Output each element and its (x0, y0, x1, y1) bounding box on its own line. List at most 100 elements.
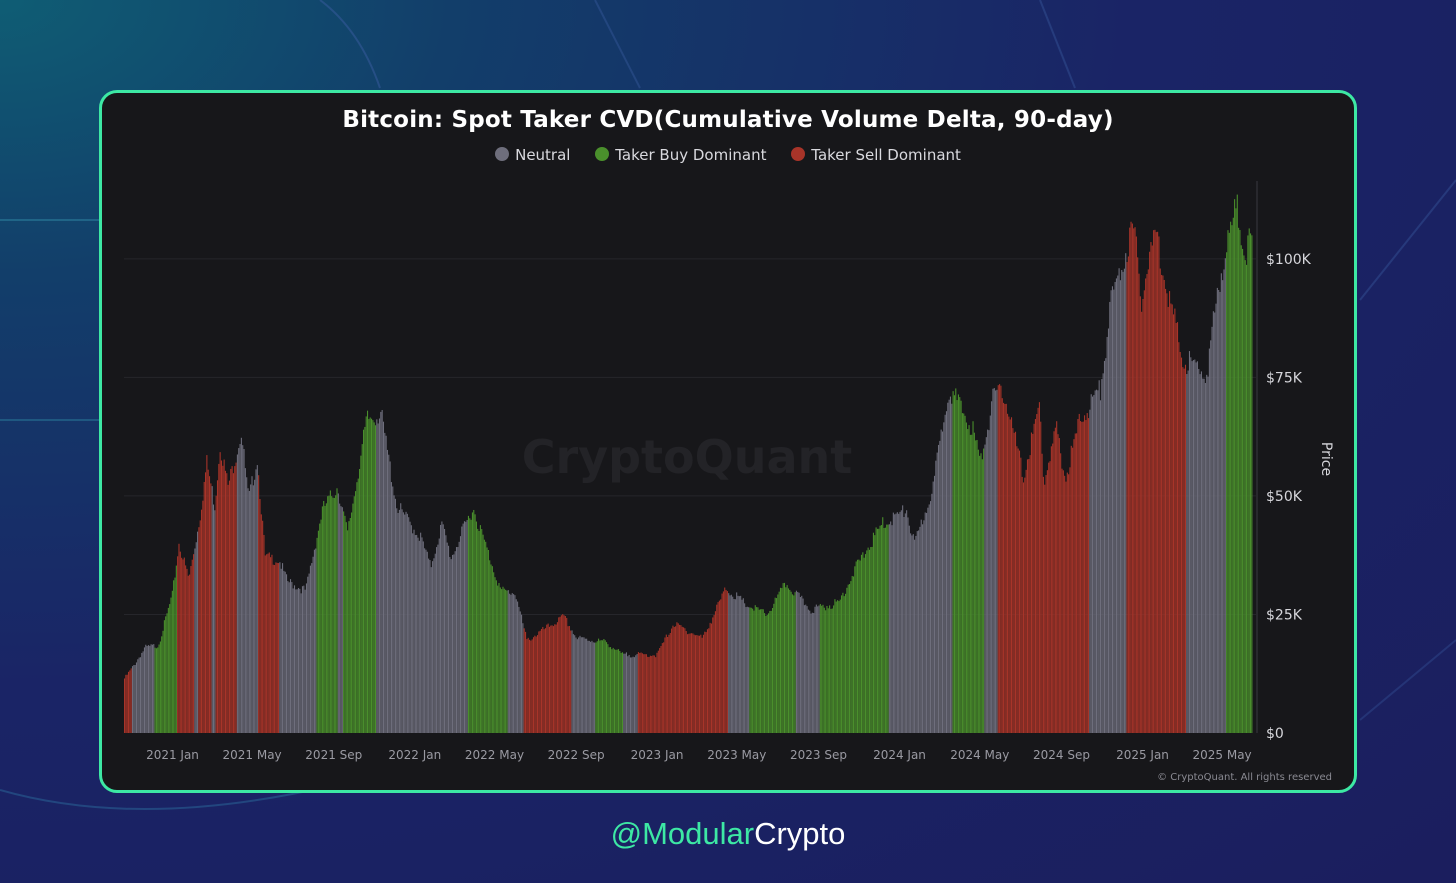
price-bar (1146, 274, 1148, 733)
price-bar (357, 478, 359, 733)
price-bar (651, 656, 653, 733)
price-bar (1228, 232, 1230, 733)
price-bar (262, 520, 264, 733)
price-bar (295, 589, 297, 733)
price-bar (1155, 232, 1157, 734)
price-bar (1101, 379, 1103, 733)
price-bar (1236, 194, 1238, 733)
price-bar (400, 503, 402, 733)
price-bar (692, 633, 694, 733)
price-bar (370, 418, 373, 733)
x-tick-label: 2025 Jan (1116, 748, 1169, 762)
price-bar (1004, 403, 1006, 733)
price-bar (186, 568, 188, 733)
price-bar (957, 394, 959, 733)
price-bar (271, 554, 273, 733)
price-bar (177, 556, 179, 733)
price-bar (928, 504, 930, 733)
price-bar (1122, 271, 1124, 733)
price-bar (580, 637, 582, 733)
price-bar (404, 514, 406, 733)
price-bar (613, 649, 616, 733)
price-bar (774, 597, 776, 733)
price-bar (1170, 303, 1172, 733)
x-tick-label: 2021 Sep (305, 748, 362, 762)
price-bar (275, 562, 277, 733)
price-bar (1243, 255, 1245, 733)
price-bar (821, 605, 823, 733)
price-bar (594, 642, 596, 733)
price-bar (264, 555, 266, 733)
price-bar (320, 519, 322, 733)
price-bar (923, 520, 925, 733)
price-bar (1200, 371, 1202, 733)
price-bar (227, 484, 229, 733)
price-bar (470, 519, 472, 733)
price-bar (1103, 360, 1106, 733)
price-bar (1143, 290, 1145, 733)
price-bar (726, 591, 728, 733)
price-bar (641, 653, 643, 733)
price-bar (687, 634, 689, 733)
price-bar (521, 614, 523, 733)
price-bar (340, 506, 342, 733)
price-bar (884, 527, 886, 733)
price-bar (1186, 373, 1188, 733)
price-bar (1199, 374, 1201, 733)
price-bar (311, 563, 313, 733)
legend-item-buy[interactable]: Taker Buy Dominant (595, 146, 766, 164)
price-bar (333, 497, 335, 733)
price-bar (600, 640, 602, 733)
price-bar (433, 558, 435, 733)
price-bar (823, 607, 825, 733)
price-bar (852, 576, 855, 733)
price-bar (380, 411, 382, 733)
price-bar (899, 511, 901, 733)
price-bar (939, 440, 941, 733)
price-bar (240, 437, 242, 733)
price-bar (1126, 262, 1128, 733)
price-bar (854, 566, 856, 733)
price-bar (304, 589, 306, 733)
price-bar (647, 656, 649, 733)
price-bar (910, 533, 912, 733)
price-bar (700, 634, 702, 733)
price-bar (396, 508, 398, 733)
legend-item-sell[interactable]: Taker Sell Dominant (791, 146, 961, 164)
price-bar (175, 565, 177, 733)
price-bar (977, 449, 979, 733)
price-bar (1115, 278, 1117, 733)
price-bar (813, 613, 815, 733)
price-bar (1056, 421, 1058, 733)
legend-dot-buy (595, 147, 610, 161)
price-bar (1109, 301, 1111, 733)
price-bar (1020, 457, 1022, 733)
price-bar (567, 626, 569, 733)
price-bar (392, 486, 394, 733)
price-bar (876, 528, 878, 733)
price-bar (303, 585, 305, 733)
legend-item-neutral[interactable]: Neutral (495, 146, 570, 164)
price-bar (139, 657, 142, 733)
price-bar (547, 623, 549, 733)
price-bar (394, 498, 396, 733)
price-bar (276, 562, 278, 733)
price-bar (194, 548, 196, 733)
price-bar (710, 623, 712, 733)
price-bar (284, 571, 286, 733)
price-bar (287, 581, 289, 733)
price-bar (602, 640, 604, 733)
price-bar (829, 605, 831, 733)
price-bar (1239, 230, 1241, 733)
price-bar (973, 432, 975, 733)
price-bar (268, 552, 270, 733)
price-bar (332, 497, 334, 733)
price-bar (1153, 230, 1155, 733)
price-bar (169, 604, 171, 733)
price-bar (1218, 290, 1220, 733)
price-bar (742, 598, 744, 733)
price-bar (1061, 468, 1063, 733)
price-bar (660, 645, 662, 733)
price-bar (764, 613, 766, 733)
price-bar (447, 545, 450, 733)
